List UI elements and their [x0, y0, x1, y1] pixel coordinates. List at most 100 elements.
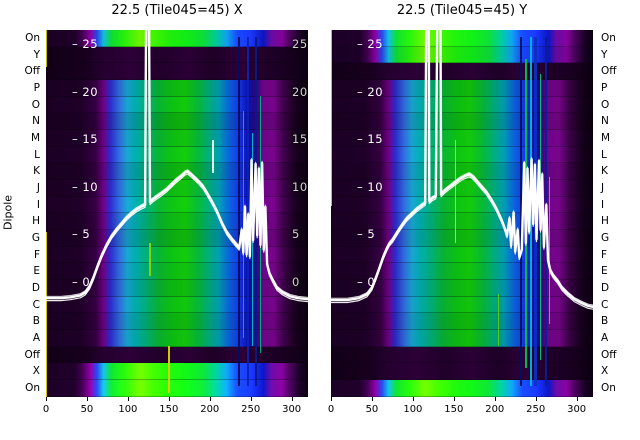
stripe-artifact: [212, 140, 214, 174]
heatmap-row: [46, 80, 308, 97]
x-tick-label: 300: [567, 404, 587, 415]
heatmap-row: [46, 313, 308, 331]
stripe-artifact: [149, 242, 151, 276]
stripe-artifact: [454, 140, 456, 243]
db-tick-label-left: – 25: [357, 36, 384, 51]
row-label: J: [36, 181, 40, 194]
stripe-artifact: [498, 294, 500, 346]
db-tick-label-right: 20: [292, 84, 308, 99]
row-label: K: [601, 165, 608, 178]
heatmap-row: [331, 280, 593, 297]
heatmap-row: [46, 130, 308, 147]
heatmap-rows: [331, 30, 593, 397]
x-tick: [209, 397, 211, 401]
heatmap-row: [46, 46, 308, 64]
row-label: A: [601, 332, 609, 345]
row-label: X: [32, 365, 40, 378]
stripe-artifact: [168, 345, 170, 394]
db-tick-label-right: 0: [292, 275, 300, 289]
panel-title-x: 22.5 (Tile045=45) X: [111, 3, 243, 18]
heatmap-row: [46, 280, 308, 297]
bandpass-curve-stroke: [46, 30, 308, 301]
row-label: A: [32, 332, 40, 345]
row-label: E: [601, 265, 608, 278]
db-tick-label-left: – 10: [357, 179, 384, 194]
heatmap-row: [331, 346, 593, 364]
row-label: I: [601, 198, 605, 211]
row-label: L: [34, 148, 40, 161]
heatmap-row: [331, 80, 593, 97]
heatmap-row: [331, 146, 593, 164]
x-tick-label: 50: [365, 404, 379, 415]
db-tick-label-right: 5: [292, 227, 300, 242]
db-tick-label-right: 10: [292, 179, 308, 194]
row-label: N: [32, 115, 40, 128]
row-label: J: [601, 181, 605, 194]
heatmap-row: [331, 63, 593, 81]
heatmap-panel-y: – 25 – 20 – 15 – 10 – 5 – 0: [331, 30, 593, 397]
heatmap-row: [46, 30, 308, 47]
x-tick: [412, 397, 414, 401]
x-tick-label: 300: [282, 404, 302, 415]
row-label: D: [31, 282, 40, 295]
stripe-artifact: [247, 37, 250, 386]
row-label: P: [33, 81, 40, 94]
heatmap-row: [331, 246, 593, 264]
heatmap-row: [46, 363, 308, 381]
bandpass-curve: [331, 30, 593, 310]
bandpass-curve-stroke: [331, 30, 593, 308]
heatmap-row: [331, 330, 593, 347]
row-label: On: [601, 31, 616, 44]
heatmap-row: [46, 163, 308, 181]
row-label: P: [601, 81, 608, 94]
stripe-artifact: [519, 37, 522, 386]
heatmap-row: [331, 296, 593, 314]
x-tick-label: 150: [159, 404, 179, 415]
x-tick: [168, 397, 170, 401]
x-tick-label: 50: [80, 404, 94, 415]
heatmap-row: [331, 113, 593, 131]
row-label: Off: [601, 65, 617, 78]
row-label: On: [25, 31, 40, 44]
db-tick-label-left: – 5: [72, 227, 91, 242]
db-tick-label-left: – 0: [72, 275, 91, 289]
row-label: Off: [24, 65, 41, 78]
heatmap-row: [46, 146, 308, 164]
row-label: D: [601, 282, 610, 295]
row-label: Y: [33, 48, 40, 61]
heatmap-row: [331, 96, 593, 114]
x-tick-label: 200: [200, 404, 220, 415]
x-tick-label: 100: [403, 404, 423, 415]
row-label: K: [33, 165, 40, 178]
row-label: B: [32, 315, 40, 328]
heatmap-row: [46, 180, 308, 197]
db-tick-label-left: – 10: [72, 179, 99, 194]
row-label: F: [601, 248, 608, 261]
bandpass-curve-stroke: [331, 30, 593, 310]
heatmap-row: [331, 363, 593, 381]
stripe-artifact: [548, 176, 551, 324]
x-tick: [86, 397, 88, 401]
x-tick: [494, 397, 496, 401]
row-label: O: [601, 98, 610, 111]
x-tick: [127, 397, 129, 401]
row-label: G: [601, 232, 610, 245]
db-tick-label-left: – 25: [72, 36, 99, 51]
heatmap-row: [46, 346, 308, 364]
panel-title-y: 22.5 (Tile045=45) Y: [396, 3, 528, 18]
x-tick-label: 250: [526, 404, 546, 415]
x-tick: [371, 397, 373, 401]
row-label: Y: [601, 48, 608, 61]
heatmap-row: [331, 130, 593, 147]
db-tick-label-left: – 15: [357, 132, 384, 147]
heatmap-row: [46, 263, 308, 281]
heatmap-row: [46, 196, 308, 214]
db-tick-label-right: 15: [292, 132, 308, 147]
row-label: I: [36, 198, 40, 211]
x-tick: [453, 397, 455, 401]
x-tick-label: 100: [118, 404, 138, 415]
row-label: N: [601, 115, 609, 128]
x-tick-label: 250: [241, 404, 261, 415]
row-label: G: [31, 232, 40, 245]
